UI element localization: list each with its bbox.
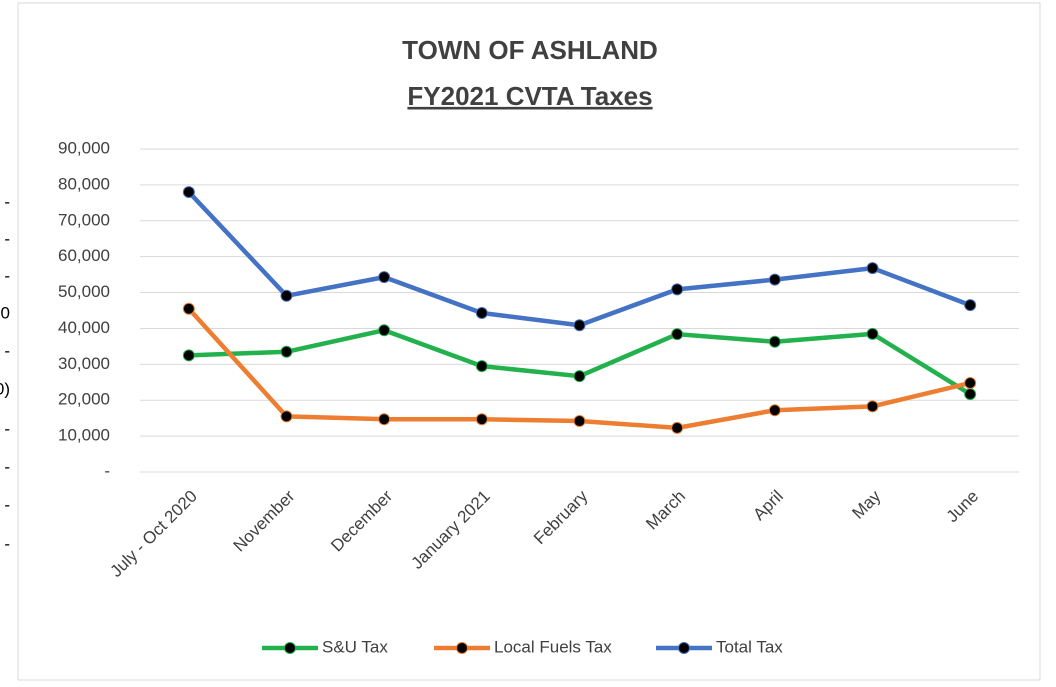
legend-label: Local Fuels Tax: [494, 637, 612, 656]
data-point: [182, 349, 195, 362]
data-point: [182, 302, 195, 315]
data-point: [475, 413, 488, 426]
edge-fragment: -: [4, 495, 10, 514]
data-point: [964, 376, 977, 389]
data-point: [866, 400, 879, 413]
y-tick-label: 50,000: [58, 282, 110, 301]
data-point: [378, 271, 391, 284]
edge-fragment: 0: [1, 303, 10, 322]
data-point: [768, 335, 781, 348]
edge-fragment: -: [4, 341, 10, 360]
edge-fragment: -: [4, 534, 10, 553]
y-tick-label: 40,000: [58, 318, 110, 337]
legend-marker: [456, 642, 468, 654]
data-point: [182, 186, 195, 199]
data-point: [475, 360, 488, 373]
data-point: [768, 404, 781, 417]
y-tick-label: 80,000: [58, 174, 110, 193]
y-tick-label: 70,000: [58, 210, 110, 229]
legend-label: Total Tax: [716, 637, 783, 656]
edge-fragment: 0): [0, 379, 10, 398]
y-tick-label: 90,000: [58, 138, 110, 157]
data-point: [378, 413, 391, 426]
edge-fragment: -: [4, 419, 10, 438]
data-point: [573, 415, 586, 428]
legend-marker: [678, 642, 690, 654]
legend-label: S&U Tax: [322, 637, 388, 656]
data-point: [964, 299, 977, 312]
edge-fragment: -: [4, 229, 10, 248]
data-point: [573, 319, 586, 332]
legend-marker: [284, 642, 296, 654]
data-point: [866, 262, 879, 275]
data-point: [573, 370, 586, 383]
y-tick-label: -: [104, 461, 110, 480]
data-point: [378, 324, 391, 337]
chart-title: TOWN OF ASHLAND: [402, 35, 658, 65]
y-tick-label: 20,000: [58, 390, 110, 409]
data-point: [671, 328, 684, 341]
edge-fragment: -: [4, 266, 10, 285]
y-tick-label: 10,000: [58, 426, 110, 445]
data-point: [475, 307, 488, 320]
data-point: [671, 283, 684, 296]
y-tick-label: 30,000: [58, 354, 110, 373]
chart-frame: [17, 2, 1041, 681]
data-point: [280, 345, 293, 358]
edge-fragment: -: [4, 457, 10, 476]
chart-subtitle: FY2021 CVTA Taxes: [407, 81, 652, 111]
data-point: [280, 410, 293, 423]
data-point: [964, 388, 977, 401]
y-tick-label: 60,000: [58, 246, 110, 265]
data-point: [280, 289, 293, 302]
data-point: [768, 273, 781, 286]
data-point: [866, 327, 879, 340]
data-point: [671, 421, 684, 434]
edge-fragment: -: [4, 192, 10, 211]
